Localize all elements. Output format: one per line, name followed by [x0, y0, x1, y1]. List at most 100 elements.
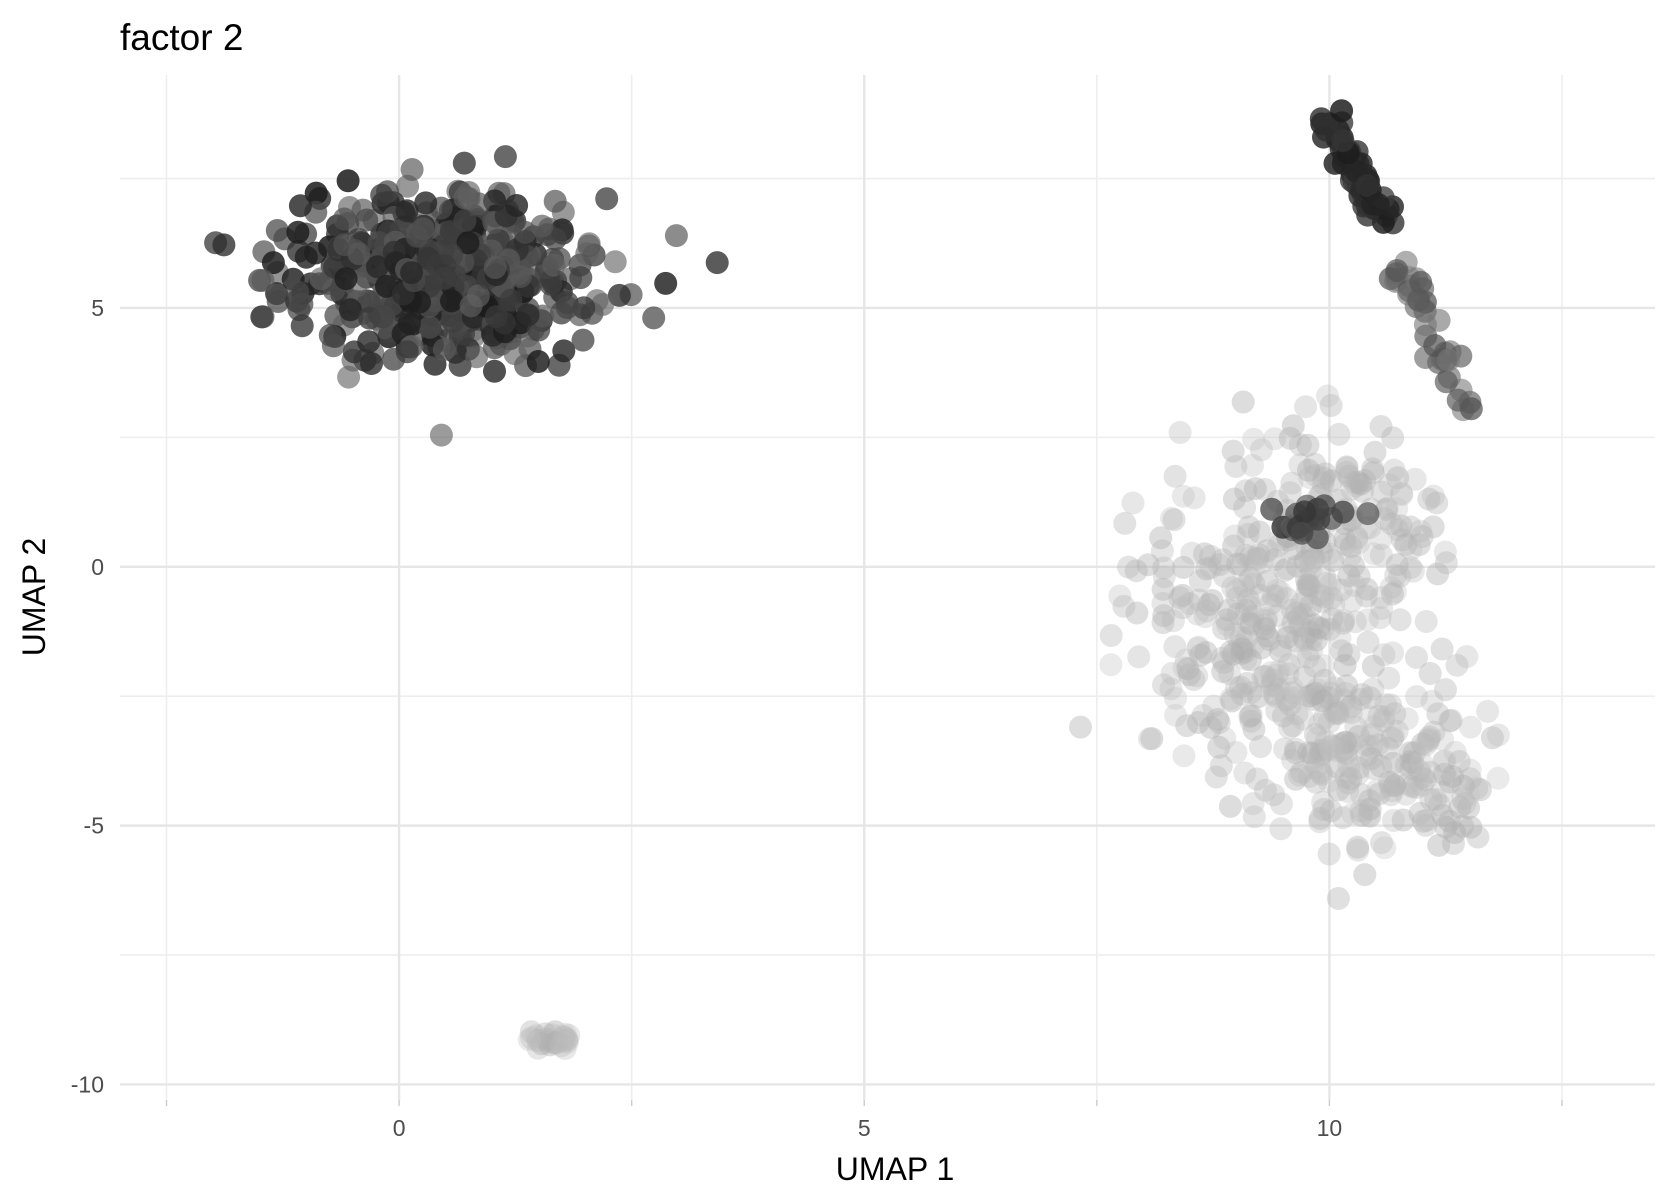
data-point	[1380, 727, 1404, 750]
data-point	[1236, 588, 1260, 612]
data-point	[555, 1030, 579, 1054]
data-point	[1230, 682, 1254, 706]
data-point	[1293, 549, 1317, 573]
data-point	[1451, 814, 1474, 838]
data-point	[1342, 554, 1366, 578]
data-point	[1136, 553, 1160, 577]
data-point	[1297, 684, 1320, 708]
data-point	[1363, 714, 1387, 738]
data-point	[1367, 704, 1391, 728]
data-point	[1381, 582, 1404, 606]
data-point	[1437, 348, 1460, 372]
data-point	[1438, 770, 1462, 794]
data-point	[1349, 783, 1373, 806]
data-point	[1362, 542, 1386, 566]
data-point	[1386, 518, 1410, 542]
data-point	[1219, 687, 1243, 711]
data-point	[1321, 549, 1345, 572]
data-point	[1355, 608, 1379, 632]
data-point	[1159, 677, 1183, 701]
data-point	[1399, 741, 1422, 765]
data-point	[1395, 772, 1419, 796]
data-point	[1355, 577, 1379, 601]
data-point	[1303, 654, 1327, 678]
data-point	[1379, 774, 1403, 798]
data-point	[1221, 576, 1245, 600]
data-point	[1251, 551, 1275, 574]
data-point	[1399, 556, 1423, 580]
data-point	[1345, 525, 1369, 549]
data-point	[552, 339, 576, 363]
data-point	[1404, 776, 1428, 799]
data-point	[1299, 551, 1323, 575]
data-point	[499, 288, 523, 312]
data-point	[1336, 780, 1360, 803]
data-point	[212, 233, 236, 257]
data-point	[1269, 817, 1293, 841]
data-point	[541, 1023, 565, 1047]
data-point	[347, 242, 371, 266]
data-point	[1355, 174, 1379, 198]
data-point	[1459, 815, 1483, 839]
data-point	[432, 266, 456, 290]
data-point	[1309, 738, 1333, 762]
data-point	[1151, 611, 1175, 635]
data-point	[1242, 717, 1266, 741]
data-point	[1388, 564, 1412, 588]
data-point	[1432, 762, 1456, 786]
data-point	[370, 183, 394, 207]
tick-layer: 0 5 10 5 0 -5 -10	[71, 295, 1563, 1141]
data-point	[1195, 599, 1219, 623]
data-point	[1430, 803, 1454, 827]
data-point	[1273, 737, 1297, 761]
data-point	[1308, 712, 1331, 736]
data-point	[1448, 795, 1472, 819]
data-point	[453, 209, 477, 233]
data-point	[1300, 638, 1324, 662]
data-point	[1346, 762, 1370, 786]
data-point	[1293, 500, 1317, 524]
data-point	[1219, 640, 1243, 664]
data-point	[1415, 808, 1439, 832]
data-point	[1199, 716, 1223, 739]
data-point	[1409, 750, 1433, 774]
data-point	[1385, 497, 1409, 521]
data-point	[1242, 427, 1266, 451]
data-point	[1361, 677, 1385, 701]
data-point	[1390, 483, 1414, 507]
data-point	[1382, 458, 1406, 482]
data-point	[1124, 559, 1148, 583]
data-point	[1456, 784, 1480, 807]
data-point	[1277, 653, 1301, 677]
y-tick-label: -5	[84, 813, 104, 839]
data-point	[1304, 464, 1328, 487]
data-point	[251, 305, 275, 329]
data-point	[357, 330, 381, 354]
data-point	[360, 352, 383, 375]
data-point	[1401, 751, 1425, 775]
data-point	[1434, 551, 1458, 575]
data-point	[1334, 765, 1358, 789]
data-point	[1285, 702, 1309, 726]
data-point	[1290, 521, 1314, 545]
y-tick-label: 0	[91, 554, 104, 580]
data-point	[1226, 602, 1250, 626]
data-point	[1243, 477, 1267, 501]
data-point	[1313, 668, 1337, 692]
data-point	[553, 1037, 577, 1060]
data-point	[1172, 656, 1196, 680]
data-point	[1249, 438, 1273, 462]
data-point	[1307, 744, 1331, 768]
data-point	[1401, 559, 1425, 583]
data-point	[1318, 617, 1342, 641]
data-point	[1260, 673, 1284, 697]
data-point	[1218, 662, 1241, 686]
data-point	[1322, 593, 1346, 617]
data-point	[551, 1029, 575, 1053]
data-point	[1339, 694, 1363, 718]
data-point	[1354, 733, 1378, 757]
data-point	[1480, 726, 1504, 750]
data-point	[1163, 635, 1187, 659]
data-point	[1313, 462, 1337, 486]
data-point	[1373, 705, 1397, 729]
